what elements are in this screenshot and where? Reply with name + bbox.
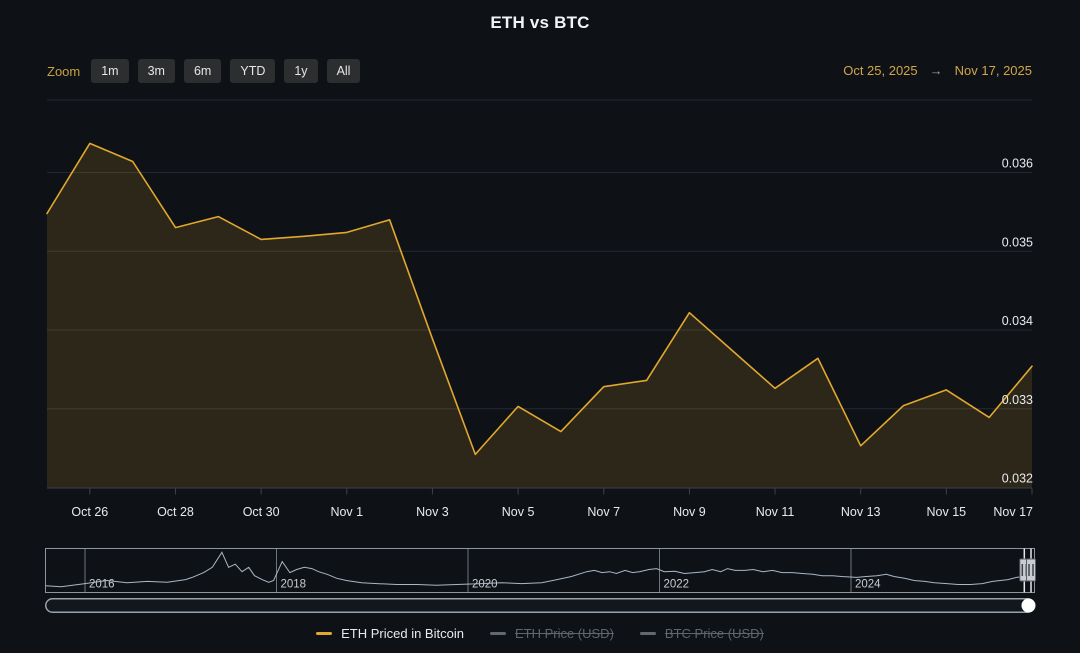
y-axis-labels: 0.036 0.035 0.034 0.033 0.032 [1002,157,1033,486]
range-button-1y[interactable]: 1y [284,59,318,83]
x-axis-label: Nov 17 [993,505,1033,519]
range-button-all[interactable]: All [326,59,361,83]
date-to-input[interactable]: Nov 17, 2025 [954,63,1032,78]
navigator-handle-right[interactable] [1026,558,1037,582]
x-axis-label: Nov 5 [502,505,535,519]
x-axis-label: Oct 30 [243,505,280,519]
navigator-year-label: 2018 [281,579,307,591]
x-axis-label: Nov 7 [587,505,620,519]
range-button-1m[interactable]: 1m [91,59,129,83]
range-button-6m[interactable]: 6m [183,59,222,83]
range-selector: Zoom 1m 3m 6m YTD 1y All [47,59,361,83]
y-axis-label: 0.032 [1002,472,1033,486]
legend: ETH Priced in Bitcoin ETH Price (USD) BT… [0,626,1080,641]
y-axis-label: 0.034 [1002,314,1033,328]
series-area [47,143,1032,488]
x-axis-label: Nov 9 [673,505,706,519]
navigator-year-label: 2022 [664,579,690,591]
range-button-ytd[interactable]: YTD [230,59,276,83]
date-from-input[interactable]: Oct 25, 2025 [843,63,918,78]
legend-item-eth-in-btc[interactable]: ETH Priced in Bitcoin [316,626,464,641]
y-axis-label: 0.035 [1002,235,1033,249]
plot-area[interactable] [47,100,1032,488]
arrow-right-icon: → [929,63,943,78]
navigator-year-label: 2020 [472,579,498,591]
scrollbar [45,598,1036,613]
x-axis-label: Nov 15 [927,505,967,519]
x-axis-label: Oct 26 [71,505,108,519]
x-axis-label: Oct 28 [157,505,194,519]
navigator-series-line [45,551,1032,588]
legend-item-btc-usd[interactable]: BTC Price (USD) [639,626,764,641]
x-axis-labels: Oct 26 Oct 28 Oct 30 Nov 1 Nov 3 Nov 5 Nov 7 No… [71,488,1033,519]
range-button-3m[interactable]: 3m [137,59,175,83]
scrollbar-thumb[interactable] [1021,598,1036,613]
x-axis-label: Nov 1 [330,505,363,519]
x-axis-label: Nov 3 [416,505,449,519]
navigator: 2016 2018 2020 2022 2024 [45,548,1037,593]
zoom-label: Zoom [47,63,81,79]
date-range-selector: Oct 25, 2025 → Nov 17, 2025 [843,63,1032,78]
navigator-year-label: 2016 [89,579,115,591]
gridlines [47,99,1032,410]
y-axis-label: 0.036 [1002,157,1033,171]
series-line-marker [316,632,333,635]
navigator-year-label: 2024 [855,579,881,591]
series-line-marker [639,632,656,635]
y-axis-label: 0.033 [1002,393,1033,407]
series-line-eth-in-btc [46,142,1033,456]
scrollbar-track[interactable] [45,598,1035,613]
legend-item-eth-usd[interactable]: ETH Price (USD) [489,626,614,641]
chart-title: ETH vs BTC [490,13,590,32]
navigator-outline[interactable] [45,548,1035,593]
series-line-marker [489,632,506,635]
x-axis-label: Nov 13 [841,505,881,519]
x-axis-label: Nov 11 [756,505,795,519]
